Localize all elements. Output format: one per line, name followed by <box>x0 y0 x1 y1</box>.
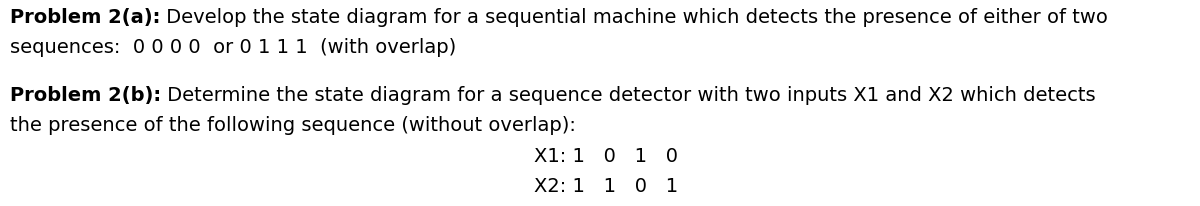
Text: Problem 2(a):: Problem 2(a): <box>10 8 161 27</box>
Text: Develop the state diagram for a sequential machine which detects the presence of: Develop the state diagram for a sequenti… <box>161 8 1109 27</box>
Text: Determine the state diagram for a sequence detector with two inputs X1 and X2 wh: Determine the state diagram for a sequen… <box>161 85 1096 104</box>
Text: X1: 1   0   1   0: X1: 1 0 1 0 <box>534 147 678 166</box>
Text: sequences:  0 0 0 0  or 0 1 1 1  (with overlap): sequences: 0 0 0 0 or 0 1 1 1 (with over… <box>10 38 456 57</box>
Text: the presence of the following sequence (without overlap):: the presence of the following sequence (… <box>10 115 576 134</box>
Text: X2: 1   1   0   1: X2: 1 1 0 1 <box>534 177 678 195</box>
Text: Problem 2(b):: Problem 2(b): <box>10 85 161 104</box>
